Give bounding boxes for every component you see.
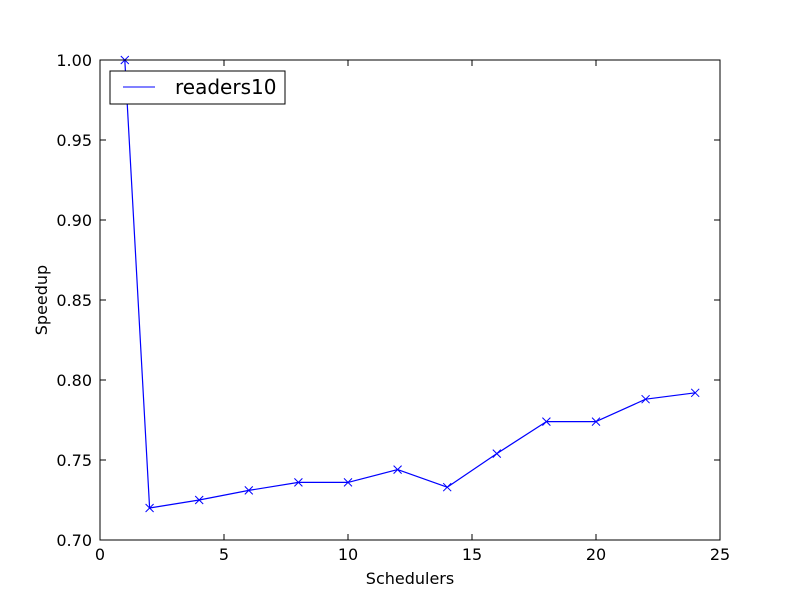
data-point-readers10-6 [393,465,402,474]
marker-stroke [244,486,254,495]
data-point-readers10-8 [492,449,502,458]
y-tick-label: 0.70 [56,531,92,550]
marker-stroke [542,417,551,426]
y-tick-label: 0.85 [56,291,92,310]
x-tick-label: 5 [219,545,229,564]
marker-stroke [591,417,601,426]
marker-stroke [343,478,353,487]
data-point-readers10-3 [244,486,254,495]
data-point-readers10-10 [591,417,601,426]
data-point-readers10-11 [641,394,650,404]
x-tick-label: 25 [710,545,730,564]
x-tick-label: 20 [586,545,606,564]
y-tick-label: 0.80 [56,371,92,390]
data-point-readers10-7 [442,482,452,492]
marker-stroke [194,495,204,505]
axes: 0 5 10 15 20 25 0.70 0.75 0.80 0.85 0.90 0.95 1.00 [56,51,730,564]
legend: readers10 [109,70,286,105]
marker-stroke [393,465,402,474]
y-tick-label: 0.90 [56,211,92,230]
x-tick-label: 15 [462,545,482,564]
marker-stroke [641,394,650,404]
marker-stroke [442,482,452,492]
y-axis-label: Speedup [32,265,51,335]
x-tick-label: 0 [95,545,105,564]
legend-label-readers10: readers10 [175,75,276,99]
data-point-readers10-4 [294,478,303,487]
marker-stroke [145,503,154,513]
data-point-readers10-12 [690,388,700,398]
marker-stroke [690,388,700,398]
data-point-readers10-5 [343,478,353,487]
y-tick-label: 1.00 [56,51,92,70]
marker-stroke [492,449,502,458]
y-tick-label: 0.95 [56,131,92,150]
x-axis-label: Schedulers [366,569,454,588]
plot-area [120,55,700,513]
data-point-readers10-2 [194,495,204,505]
x-tick-label: 10 [338,545,358,564]
data-point-readers10-1 [145,503,154,513]
data-point-readers10-9 [542,417,551,426]
marker-stroke [294,478,303,487]
y-tick-label: 0.75 [56,451,92,470]
